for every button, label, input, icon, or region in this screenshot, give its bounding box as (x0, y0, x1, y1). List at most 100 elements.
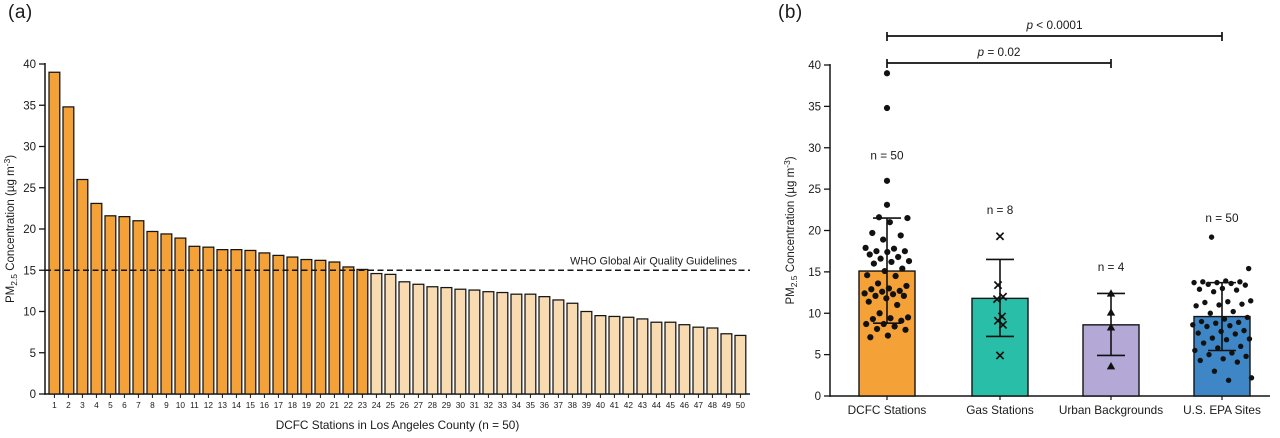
x-tick-label: 36 (540, 400, 550, 410)
data-point-triangle (1106, 289, 1116, 297)
data-point-dot (895, 253, 902, 261)
bar (174, 237, 187, 395)
bar (300, 258, 313, 395)
x-tick-label: 29 (442, 400, 452, 410)
data-point-dot (1242, 282, 1249, 288)
y-tick-label: 0 (815, 391, 821, 403)
x-tick-label: 37 (554, 400, 564, 410)
data-point-dot (865, 298, 872, 305)
bar (524, 293, 537, 395)
bar (118, 216, 131, 395)
data-point-dot (1228, 280, 1234, 287)
x-tick-label: 42 (624, 400, 634, 410)
data-point-dot (1191, 279, 1197, 286)
data-point-dot (886, 219, 893, 226)
data-point-dot (889, 291, 897, 298)
x-tick-label: 45 (666, 400, 676, 410)
x-tick-label: 8 (150, 400, 155, 410)
x-tick-label: 18 (288, 400, 298, 410)
who-guideline-label: WHO Global Air Quality Guidelines (570, 255, 737, 267)
bar (496, 291, 509, 395)
x-tick-label: 26 (400, 400, 410, 410)
y-axis-title: PM2.5 Concentration (µg m-3) (2, 155, 19, 303)
data-point-dot (1207, 310, 1213, 316)
y-tick-label: 5 (815, 350, 821, 362)
data-point-dot (1232, 331, 1238, 337)
data-point-dot (885, 285, 892, 292)
bar (510, 293, 523, 395)
bar (370, 272, 383, 395)
data-point-dot (1200, 340, 1207, 346)
data-point-dot (899, 265, 906, 272)
data-point-dot (897, 232, 904, 239)
y-tick-label: 35 (23, 100, 36, 112)
data-point-dot (905, 258, 913, 265)
bar (650, 321, 663, 395)
y-tick-label: 15 (23, 265, 36, 277)
data-point-dot (1241, 327, 1247, 334)
bar (384, 273, 397, 395)
n-count-label: n = 50 (870, 148, 904, 162)
data-point-dot (1214, 279, 1220, 286)
data-point-dot (896, 287, 903, 295)
data-point-triangle (1106, 323, 1116, 331)
bar (216, 249, 229, 395)
bar (146, 230, 159, 395)
data-point-dot (863, 320, 870, 328)
panel-b-bar-scatter-chart: 0 5 10 15 20 25 30 35 40 PM2.5 Concentration (µg … (782, 18, 1270, 417)
bar (692, 326, 705, 395)
data-point-dot (898, 317, 905, 324)
data-point-dot (1219, 285, 1226, 292)
x-axis-title: DCFC Stations in Los Angeles County (n =… (276, 418, 520, 432)
y-tick-label: 20 (808, 226, 821, 238)
bar (622, 316, 635, 395)
bar (566, 302, 579, 395)
bar (104, 215, 117, 395)
x-tick-label: 9 (164, 400, 169, 410)
n-count-label: n = 4 (1098, 260, 1125, 274)
bar (132, 220, 145, 395)
data-point-dot (1223, 278, 1229, 284)
category-label: DCFC Stations (848, 403, 927, 417)
bar (412, 283, 425, 395)
data-point-x (992, 294, 1002, 304)
x-tick-label: 41 (610, 400, 620, 410)
bar (342, 266, 355, 395)
x-tick-label: 21 (330, 400, 340, 410)
category-label: Gas Stations (966, 403, 1034, 417)
x-tick-label: 14 (232, 400, 242, 410)
bar (482, 291, 495, 395)
data-point-dot (862, 244, 869, 251)
data-point-triangle (1106, 362, 1116, 370)
data-point-dot (894, 301, 901, 309)
bar (538, 296, 551, 395)
x-tick-label: 47 (694, 400, 704, 410)
bar (636, 318, 649, 395)
data-point-dot (1196, 286, 1203, 292)
data-point-dot (892, 272, 899, 280)
mean-bar (971, 297, 1029, 397)
data-point-dot (1221, 316, 1228, 322)
bar (720, 333, 733, 395)
x-tick-label: 27 (414, 400, 424, 410)
x-tick-label: 24 (372, 400, 382, 410)
data-point-triangle (1106, 308, 1116, 316)
data-point-dot (864, 272, 871, 279)
data-point-dot (867, 334, 874, 341)
data-point-dot (877, 255, 884, 262)
x-tick-label: 2 (66, 400, 71, 410)
data-point-dot (902, 326, 909, 333)
y-axis-title: PM2.5 Concentration (µg m-3) (782, 156, 799, 304)
x-tick-label: 30 (456, 400, 466, 410)
x-tick-label: 44 (652, 400, 662, 410)
y-tick-label: 10 (808, 308, 821, 320)
data-point-dot (1243, 353, 1249, 359)
bar (580, 310, 593, 395)
data-point-dot (1235, 319, 1242, 326)
data-point-dot (901, 248, 908, 255)
bar (160, 233, 173, 395)
y-tick-label: 30 (808, 143, 821, 155)
data-point-dot (880, 320, 887, 328)
x-tick-label: 25 (386, 400, 396, 410)
x-tick-label: 39 (582, 400, 592, 410)
